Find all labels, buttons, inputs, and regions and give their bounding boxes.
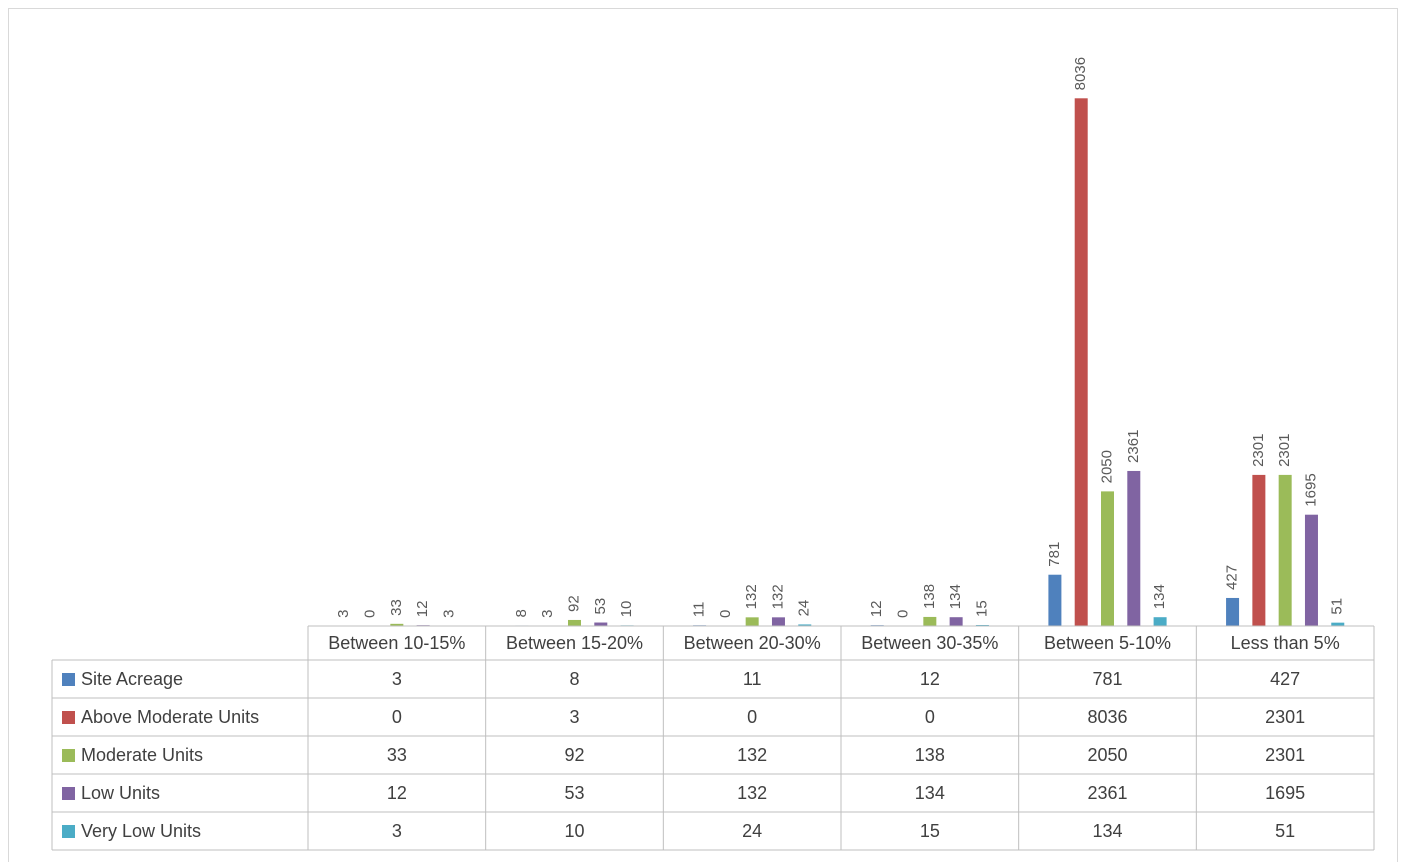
table-cell: 0 [747,707,757,727]
data-label: 51 [1329,598,1346,615]
table-cell: 1695 [1265,783,1305,803]
bar [923,617,936,626]
bar [1101,491,1114,626]
data-label: 138 [921,584,938,609]
table-cell: 427 [1270,669,1300,689]
bar [1127,471,1140,626]
bar [1154,617,1167,626]
table-cell: 10 [564,821,584,841]
data-label: 132 [769,584,786,609]
data-label: 33 [388,599,405,616]
chart-frame [9,9,1398,863]
x-tick-label: Between 30-35% [861,633,998,653]
data-label: 2301 [1250,434,1267,467]
data-label: 3 [440,609,457,617]
x-tick-label: Between 15-20% [506,633,643,653]
data-label: 2361 [1125,430,1142,463]
bar [1075,98,1088,626]
data-label: 0 [895,610,912,618]
bar [1331,623,1344,626]
legend-key [62,749,75,762]
legend-label: Site Acreage [81,669,183,689]
table-cell: 3 [392,669,402,689]
table-cell: 132 [737,745,767,765]
data-label: 53 [592,598,609,615]
data-label: 11 [691,602,708,618]
data-label: 134 [1151,584,1168,609]
bar [1305,515,1318,626]
x-tick-label: Between 5-10% [1044,633,1171,653]
table-cell: 0 [925,707,935,727]
data-label: 2301 [1276,434,1293,467]
bar [1048,575,1061,626]
table-cell: 132 [737,783,767,803]
data-label: 8036 [1072,57,1089,90]
data-label: 8 [513,609,530,617]
data-label: 3 [335,609,352,617]
table-cell: 781 [1092,669,1122,689]
bar [950,617,963,626]
x-tick-label: Between 20-30% [684,633,821,653]
bar [1279,475,1292,626]
table-cell: 2361 [1087,783,1127,803]
bar [746,617,759,626]
table-cell: 0 [392,707,402,727]
data-label: 134 [947,584,964,609]
data-label: 427 [1224,565,1241,590]
data-label: 10 [618,601,635,618]
table-cell: 2301 [1265,745,1305,765]
legend-key [62,787,75,800]
bar [594,623,607,626]
bar [1226,598,1239,626]
table-cell: 53 [564,783,584,803]
data-label: 24 [796,600,813,617]
data-label: 781 [1046,542,1063,567]
x-tick-label: Between 10-15% [328,633,465,653]
table-cell: 8036 [1087,707,1127,727]
table-cell: 8 [569,669,579,689]
x-tick-label: Less than 5% [1231,633,1340,653]
table-cell: 12 [387,783,407,803]
table-cell: 11 [743,669,762,689]
table-cell: 15 [920,821,940,841]
data-label: 12 [868,601,885,618]
bar [568,620,581,626]
table-cell: 2050 [1087,745,1127,765]
legend-label: Above Moderate Units [81,707,259,727]
legend-label: Very Low Units [81,821,201,841]
bar [1252,475,1265,626]
legend-key [62,673,75,686]
data-label: 2050 [1098,450,1115,483]
table-cell: 12 [920,669,940,689]
data-label: 15 [973,600,990,617]
legend-key [62,825,75,838]
data-label: 0 [717,610,734,618]
data-label: 12 [414,601,431,618]
data-label: 0 [362,610,379,618]
table-cell: 134 [1092,821,1122,841]
legend-key [62,711,75,724]
data-label: 92 [565,595,582,612]
table-cell: 138 [915,745,945,765]
bar [772,617,785,626]
legend-label: Low Units [81,783,160,803]
legend-label: Moderate Units [81,745,203,765]
data-label: 132 [743,584,760,609]
table-cell: 2301 [1265,707,1305,727]
table-cell: 3 [392,821,402,841]
table-cell: 134 [915,783,945,803]
data-label: 1695 [1302,473,1319,506]
table-cell: 33 [387,745,407,765]
table-cell: 51 [1275,821,1295,841]
table-cell: 3 [569,707,579,727]
table-cell: 92 [564,745,584,765]
table-cell: 24 [742,821,762,841]
data-label: 3 [539,609,556,617]
